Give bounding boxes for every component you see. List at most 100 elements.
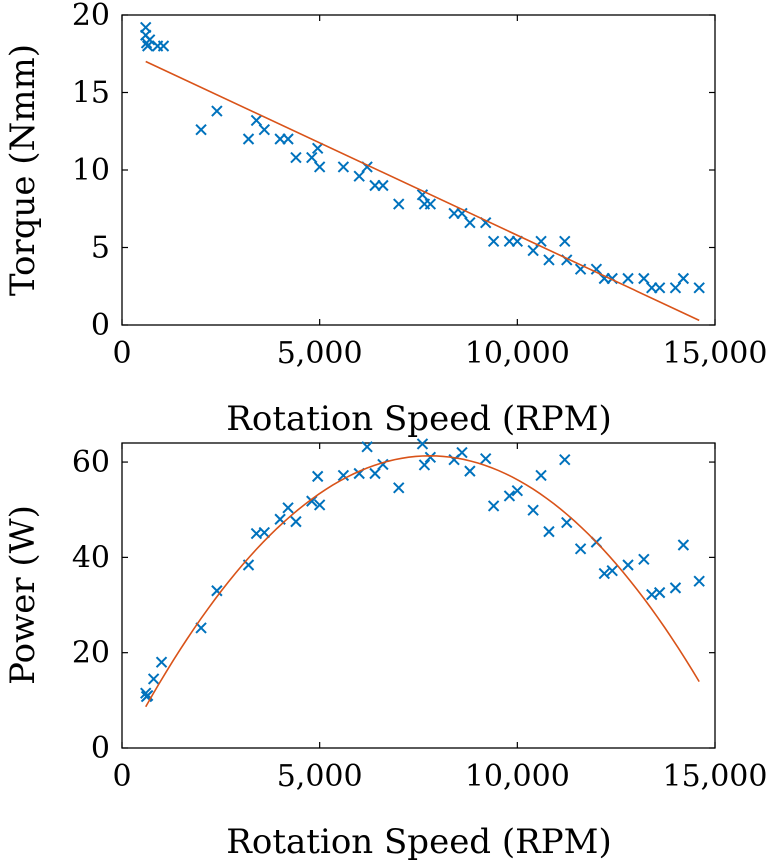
- torque-data-point: [337, 161, 350, 173]
- power-data-point: [290, 515, 302, 528]
- power-y-tick-label: 60: [72, 445, 110, 480]
- torque-data-point: [424, 198, 437, 210]
- torque-x-tick-label: 5,000: [277, 336, 363, 371]
- power-data-point: [487, 500, 500, 512]
- power-data-point: [574, 543, 587, 555]
- torque-data-point: [313, 161, 326, 173]
- power-x-tick-label: 0: [112, 759, 131, 794]
- torque-x-tick-label: 0: [112, 336, 131, 371]
- torque-data-point: [393, 198, 405, 210]
- power-chart: 0 5,000 10,000 15,000 0 20 40 60 Rotation Speed…: [3, 438, 768, 862]
- power-data-point: [527, 504, 539, 516]
- torque-data-point: [677, 272, 690, 285]
- power-data-point: [313, 499, 326, 511]
- power-data-point: [543, 525, 555, 538]
- power-data-point: [155, 656, 168, 668]
- torque-chart: 0 5,000 10,000 15,000 0 5 10 15 20 Rotation Spee…: [3, 0, 767, 439]
- power-data-point: [337, 469, 350, 482]
- torque-data-point: [669, 282, 682, 294]
- torque-fit-line: [145, 60, 700, 322]
- torque-y-tick-label: 0: [91, 308, 110, 343]
- torque-data-point: [250, 114, 263, 127]
- power-data-point: [677, 539, 690, 551]
- power-data-point: [393, 482, 405, 494]
- power-x-axis-label: Rotation Speed (RPM): [226, 822, 611, 862]
- power-data-point: [258, 526, 271, 539]
- power-data-point: [606, 565, 618, 577]
- torque-data-point: [311, 142, 324, 155]
- power-data-point: [416, 438, 429, 450]
- power-fit-curve: [145, 455, 700, 708]
- power-data-point: [669, 582, 682, 594]
- torque-data-point: [464, 216, 476, 229]
- power-data-point: [282, 502, 294, 514]
- torque-data-point: [559, 235, 571, 248]
- torque-data-point: [456, 207, 468, 220]
- torque-y-axis-label: Torque (Nmm): [3, 44, 43, 296]
- torque-y-tick-label: 5: [91, 231, 110, 266]
- power-x-tick-label: 5,000: [277, 759, 363, 794]
- torque-data-point: [416, 189, 429, 201]
- power-data-point: [622, 559, 634, 571]
- torque-data-point: [638, 272, 650, 285]
- torque-data-point: [377, 179, 389, 192]
- torque-data-point: [653, 282, 666, 294]
- power-data-point: [369, 467, 381, 480]
- power-data-point: [503, 490, 516, 502]
- torque-y-tick-label: 10: [72, 153, 110, 188]
- torque-data-point: [290, 151, 302, 164]
- power-data-point: [306, 495, 318, 507]
- power-data-point: [424, 451, 437, 464]
- torque-data-point: [258, 123, 271, 136]
- torque-data-markers: [140, 21, 705, 294]
- power-data-point: [559, 453, 571, 466]
- power-data-point: [693, 575, 705, 587]
- torque-plot-frame: [121, 14, 716, 326]
- torque-data-point: [195, 123, 207, 136]
- torque-data-point: [282, 133, 294, 145]
- power-x-tick-label: 10,000: [465, 759, 570, 794]
- torque-data-point: [622, 272, 634, 285]
- torque-ticks: 0 5,000 10,000 15,000 0 5 10 15 20: [72, 0, 768, 371]
- power-plot-frame: [121, 442, 716, 749]
- torque-x-tick-label: 10,000: [465, 336, 570, 371]
- power-y-tick-label: 20: [72, 636, 110, 671]
- torque-data-point: [211, 105, 223, 117]
- power-data-point: [311, 470, 324, 483]
- power-y-tick-label: 0: [91, 731, 110, 766]
- torque-data-point: [693, 282, 705, 294]
- power-x-tick-label: 15,000: [663, 759, 768, 794]
- torque-data-point: [306, 151, 318, 164]
- power-y-axis-label: Power (W): [3, 505, 43, 685]
- power-data-point: [479, 453, 492, 465]
- torque-data-point: [487, 235, 500, 248]
- torque-y-tick-label: 20: [72, 0, 110, 33]
- power-data-point: [418, 459, 431, 471]
- torque-data-point: [141, 40, 154, 52]
- torque-x-tick-label: 15,000: [663, 336, 768, 371]
- power-data-markers: [140, 438, 705, 703]
- torque-y-tick-label: 15: [72, 76, 110, 111]
- torque-data-point: [143, 34, 156, 46]
- power-data-point: [561, 516, 573, 529]
- power-y-tick-label: 40: [72, 540, 110, 575]
- power-data-point: [464, 465, 476, 477]
- power-data-point: [653, 586, 666, 599]
- torque-data-point: [543, 254, 555, 266]
- torque-data-point: [511, 235, 524, 248]
- power-data-point: [511, 484, 524, 497]
- power-data-point: [147, 673, 160, 685]
- power-ticks: 0 5,000 10,000 15,000 0 20 40 60: [72, 443, 768, 794]
- power-data-point: [211, 585, 223, 597]
- torque-data-point: [157, 40, 170, 52]
- power-data-point: [361, 441, 373, 453]
- torque-data-point: [242, 133, 255, 145]
- torque-data-point: [527, 244, 539, 257]
- power-data-point: [456, 446, 468, 459]
- torque-data-point: [353, 170, 365, 182]
- torque-data-point: [590, 263, 603, 275]
- torque-x-axis-label: Rotation Speed (RPM): [226, 399, 611, 439]
- power-data-point: [598, 567, 611, 580]
- power-data-point: [535, 469, 547, 482]
